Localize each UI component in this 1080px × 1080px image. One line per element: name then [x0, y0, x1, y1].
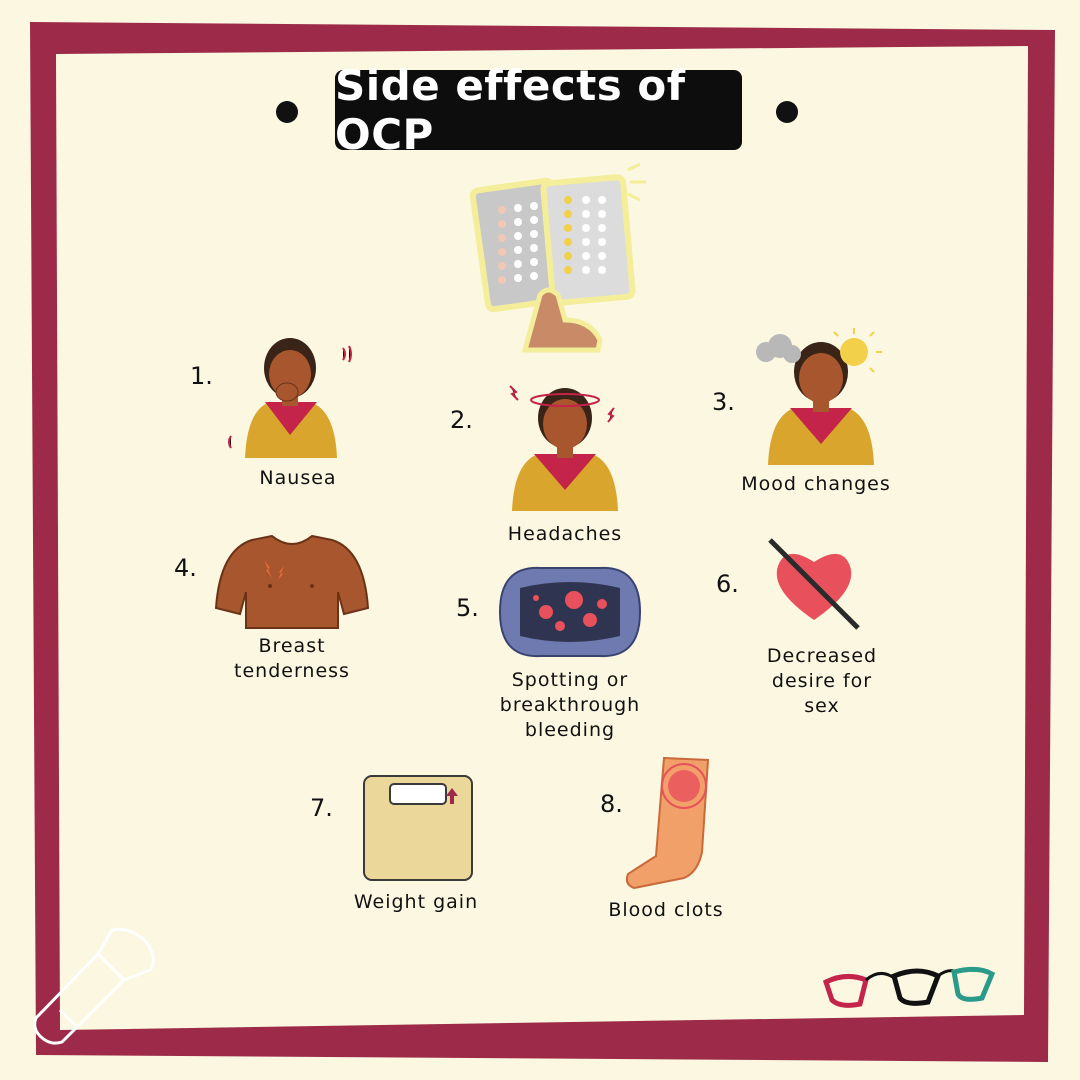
scale-icon	[363, 775, 473, 881]
pad-icon	[498, 566, 642, 658]
item-7-label: Weight gain	[353, 891, 479, 913]
torso-icon	[214, 534, 370, 629]
leg-icon	[625, 756, 710, 890]
item-6-number: 6.	[716, 570, 739, 598]
item-6-label: Decreased desire for sex	[766, 645, 878, 717]
page-title: Side effects of OCP	[335, 61, 742, 159]
item-3-label: Mood changes	[741, 473, 891, 495]
title-left-dot	[276, 101, 298, 123]
glasses-logo-icon	[822, 966, 996, 1008]
item-5-label: Spotting or breakthrough bleeding	[499, 669, 641, 741]
item-4-number: 4.	[174, 554, 197, 582]
title-right-dot	[776, 101, 798, 123]
pill-pack-icon	[470, 162, 646, 353]
item-2-number: 2.	[450, 406, 473, 434]
item-8-number: 8.	[600, 790, 623, 818]
item-1-label: Nausea	[259, 467, 337, 489]
headache-person-icon	[509, 385, 618, 511]
flashlight-icon	[33, 927, 155, 1045]
item-4-label: Breast tenderness	[234, 635, 350, 682]
item-1-number: 1.	[190, 362, 213, 390]
mood-person-icon	[756, 328, 882, 465]
nausea-person-icon	[228, 338, 352, 458]
item-2-label: Headaches	[507, 523, 623, 545]
item-5-number: 5.	[456, 594, 479, 622]
item-7-number: 7.	[310, 794, 333, 822]
item-8-label: Blood clots	[608, 899, 724, 921]
item-3-number: 3.	[712, 388, 735, 416]
crossed-heart-icon	[768, 538, 860, 630]
